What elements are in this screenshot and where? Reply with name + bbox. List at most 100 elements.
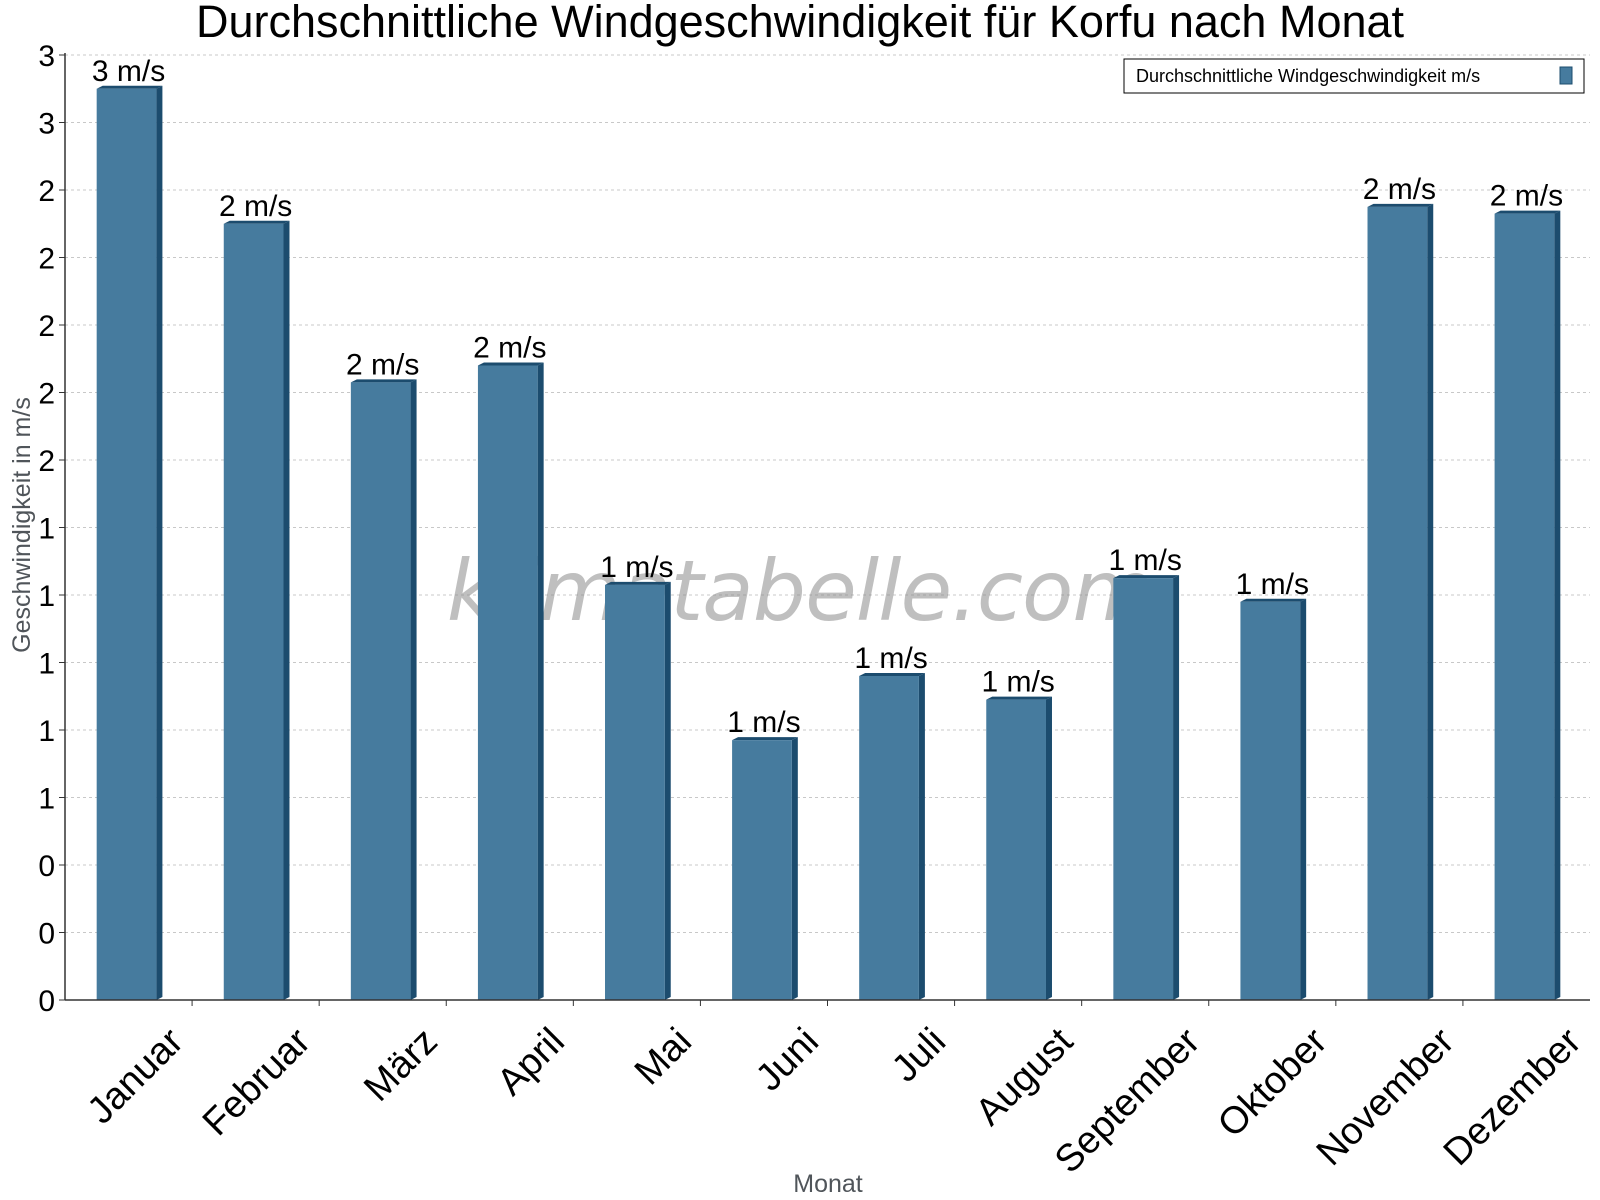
y-tick-label: 3 — [38, 40, 55, 73]
bar — [477, 362, 544, 1000]
chart-title: Durchschnittliche Windgeschwindigkeit fü… — [196, 0, 1405, 47]
axes — [59, 53, 1590, 1006]
bar-face — [223, 223, 284, 1000]
bar — [859, 673, 925, 1000]
y-tick-label: 1 — [38, 580, 55, 613]
y-tick-label: 1 — [38, 783, 55, 816]
legend-box — [1123, 58, 1585, 94]
bar-top — [605, 581, 671, 585]
data-label: 1 m/s — [1236, 568, 1309, 601]
bar-face — [350, 382, 411, 1000]
data-label: 2 m/s — [219, 190, 292, 223]
x-tick-label: November — [1309, 1020, 1463, 1174]
bar-face — [1367, 206, 1428, 1000]
bar-top — [986, 696, 1052, 700]
bar-side — [1427, 203, 1434, 1000]
x-axis-ticks: Januar Februar März April Mai Juni Juli AugustS… — [80, 1020, 1590, 1181]
data-labels: 3 m/s 2 m/s 2 m/s 2 m/s 1 m/s 1 m/s 1 m/s 1 m/s… — [92, 55, 1563, 739]
bar — [1367, 203, 1434, 1000]
bar-top — [859, 673, 925, 676]
x-tick-label: August — [968, 1020, 1082, 1134]
data-label: 1 m/s — [600, 551, 673, 584]
bar-side — [918, 673, 925, 1000]
bar-side — [1554, 210, 1561, 1000]
bar-side — [664, 581, 671, 1000]
x-axis-title: Monat — [793, 1170, 863, 1198]
data-label: 3 m/s — [92, 55, 165, 88]
bar-top — [1240, 598, 1307, 602]
bar-face — [96, 88, 157, 1000]
legend-label: Durchschnittliche Windgeschwindigkeit m/… — [1136, 66, 1480, 86]
bar-side — [791, 737, 798, 1000]
x-tick-label: Februar — [195, 1020, 319, 1144]
x-tick-label: März — [356, 1020, 445, 1109]
y-tick-label: 0 — [38, 850, 55, 883]
y-tick-label: 0 — [38, 918, 55, 951]
bar-top — [350, 379, 417, 383]
data-label: 2 m/s — [1490, 180, 1563, 213]
bar — [986, 696, 1052, 1000]
bar-face — [859, 676, 919, 1000]
watermark-text: klimatabelle.com — [447, 542, 1154, 640]
data-label: 1 m/s — [1109, 544, 1182, 577]
y-tick-label: 3 — [38, 108, 55, 141]
bar — [732, 737, 798, 1000]
bar-side — [283, 220, 290, 1000]
data-label: 2 m/s — [346, 348, 419, 381]
x-tick-label: Mai — [627, 1020, 700, 1093]
data-label: 1 m/s — [981, 666, 1054, 699]
y-tick-label: 0 — [38, 985, 55, 1018]
bar — [96, 85, 163, 1000]
x-tick-label: Juli — [884, 1020, 954, 1090]
bars — [96, 85, 1561, 1000]
legend: Durchschnittliche Windgeschwindigkeit m/… — [1123, 58, 1585, 94]
bar-top — [1113, 575, 1180, 579]
bar-top — [1494, 210, 1561, 214]
x-tick-label: Dezember — [1436, 1020, 1590, 1174]
bar-top — [96, 85, 163, 89]
bar-side — [1173, 575, 1180, 1000]
bar-top — [477, 362, 544, 366]
bar-face — [605, 584, 665, 1000]
bar — [605, 581, 671, 1000]
watermark: klimatabelle.com — [447, 542, 1155, 640]
y-tick-label: 1 — [38, 648, 55, 681]
y-tick-label: 1 — [38, 513, 55, 546]
y-tick-label: 2 — [38, 445, 55, 478]
y-axis-title: Geschwindigkeit in m/s — [8, 397, 36, 653]
bar-face — [477, 365, 538, 1000]
bar-top — [1367, 203, 1434, 207]
bar-side — [537, 362, 544, 1000]
gridlines — [65, 54, 1590, 933]
data-label: 1 m/s — [727, 706, 800, 739]
x-tick-label: Januar — [80, 1020, 192, 1132]
x-tick-label: April — [489, 1020, 572, 1103]
y-axis-ticks: 0 0 0 1 1 1 1 1 2 2 2 2 2 3 3 — [38, 40, 55, 1018]
bar-top — [732, 737, 798, 741]
data-label: 1 m/s — [854, 642, 927, 675]
bar-side — [1300, 598, 1307, 1000]
bar — [1240, 598, 1307, 1000]
y-tick-label: 1 — [38, 715, 55, 748]
bar — [350, 379, 417, 1000]
bar-face — [1240, 601, 1301, 1000]
data-label: 2 m/s — [1363, 173, 1436, 206]
y-tick-label: 2 — [38, 175, 55, 208]
data-label: 2 m/s — [473, 332, 546, 365]
x-tick-label: Juni — [748, 1020, 827, 1099]
bar-face — [732, 740, 792, 1000]
bar-side — [1045, 696, 1052, 1000]
bar-top — [223, 220, 290, 224]
bar-side — [410, 379, 417, 1000]
bar — [1494, 210, 1561, 1000]
bar — [1113, 575, 1180, 1000]
y-tick-label: 2 — [38, 378, 55, 411]
x-tick-label: Oktober — [1210, 1020, 1336, 1146]
y-tick-label: 2 — [38, 310, 55, 343]
bar-face — [1494, 213, 1555, 1000]
bar — [223, 220, 290, 1000]
bar-face — [986, 699, 1046, 1000]
y-tick-label: 2 — [38, 243, 55, 276]
bar-face — [1113, 578, 1174, 1000]
bar-side — [156, 85, 163, 1000]
